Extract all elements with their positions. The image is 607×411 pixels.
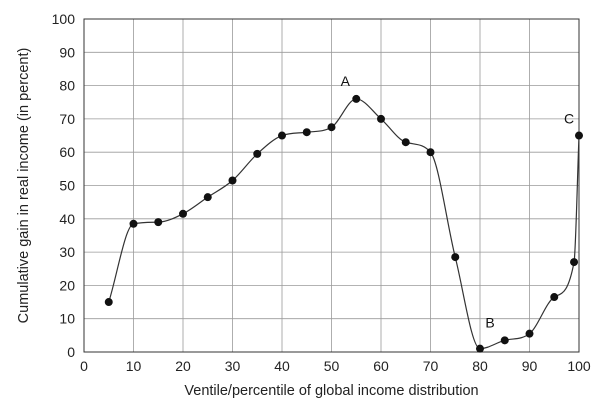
x-tick-label: 10 xyxy=(126,358,142,374)
x-tick-label: 40 xyxy=(274,358,290,374)
plot-frame xyxy=(83,18,580,353)
x-axis-title: Ventile/percentile of global income dist… xyxy=(184,383,478,399)
x-tick-label: 90 xyxy=(522,358,538,374)
y-tick-label: 20 xyxy=(59,277,75,293)
x-axis-ticks: 0 10 20 30 40 50 60 70 80 90 100 xyxy=(80,358,591,374)
data-point xyxy=(550,293,559,302)
y-tick-label: 40 xyxy=(59,211,75,227)
y-tick-label: 90 xyxy=(59,44,75,60)
y-tick-label: 50 xyxy=(59,178,75,194)
data-point xyxy=(570,258,579,267)
data-point xyxy=(253,149,262,158)
x-tick-label: 30 xyxy=(225,358,241,374)
data-point xyxy=(129,219,138,228)
data-point xyxy=(476,344,484,353)
data-points xyxy=(104,94,583,353)
y-axis-ticks: 0 10 20 30 40 50 60 70 80 90 100 xyxy=(52,11,76,360)
data-point xyxy=(327,123,336,132)
data-point xyxy=(302,128,311,137)
y-tick-label: 0 xyxy=(67,344,75,360)
data-point xyxy=(154,218,163,227)
data-point xyxy=(228,176,237,185)
data-point xyxy=(179,209,187,218)
x-tick-label: 20 xyxy=(175,358,191,374)
x-tick-label: 100 xyxy=(567,358,591,374)
data-point xyxy=(575,131,583,140)
data-point xyxy=(377,114,385,123)
series-line xyxy=(108,98,580,350)
data-point xyxy=(278,131,286,140)
y-tick-label: 80 xyxy=(59,78,75,94)
annotation-label-a: A xyxy=(341,73,351,89)
y-tick-label: 30 xyxy=(59,244,75,260)
data-point xyxy=(401,138,410,147)
y-tick-label: 60 xyxy=(59,144,75,160)
y-tick-label: 100 xyxy=(52,11,76,27)
data-point xyxy=(104,298,113,307)
data-point xyxy=(426,148,435,157)
y-tick-label: 10 xyxy=(59,311,75,327)
grid xyxy=(83,18,580,353)
x-tick-label: 50 xyxy=(324,358,340,374)
x-tick-label: 60 xyxy=(373,358,389,374)
y-tick-label: 70 xyxy=(59,111,75,127)
x-tick-label: 80 xyxy=(472,358,488,374)
annotation-label-b: B xyxy=(485,315,494,331)
annotation-label-c: C xyxy=(564,111,574,127)
x-tick-label: 0 xyxy=(80,358,88,374)
data-point xyxy=(500,336,509,345)
x-tick-label: 70 xyxy=(423,358,439,374)
data-point xyxy=(525,329,534,338)
y-axis-title: Cumulative gain in real income (in perce… xyxy=(16,48,32,324)
data-point xyxy=(352,94,361,103)
data-point xyxy=(203,193,212,202)
annotations: A B C xyxy=(341,73,574,331)
data-point xyxy=(451,253,460,262)
